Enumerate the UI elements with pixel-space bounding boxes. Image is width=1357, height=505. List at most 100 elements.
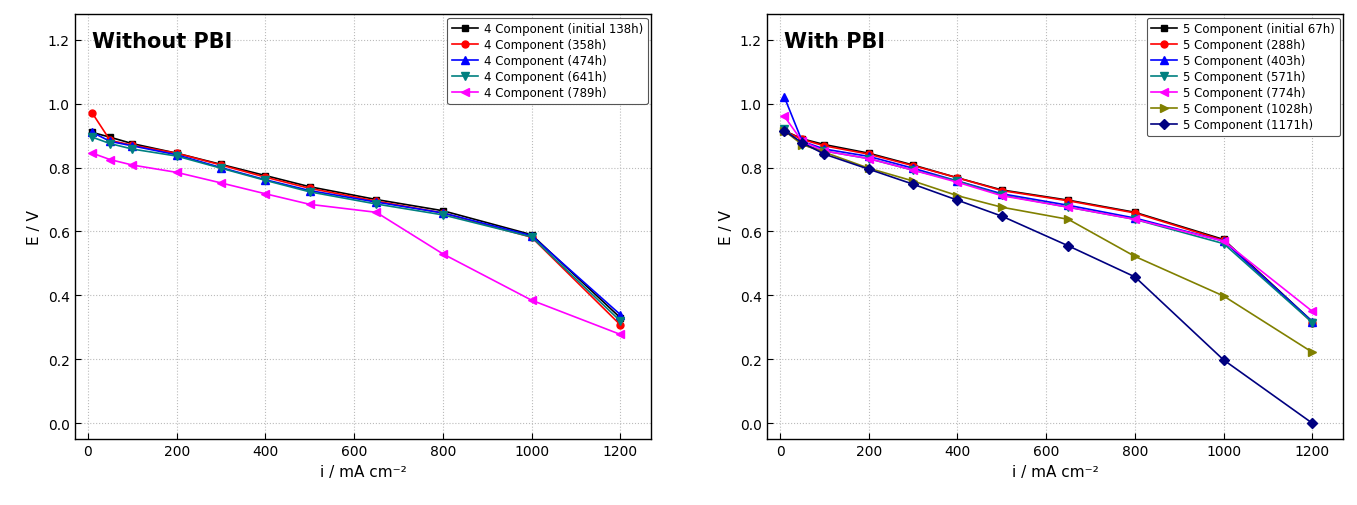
5 Component (1171h) <box>1060 243 1076 249</box>
5 Component (571h) <box>993 192 1010 198</box>
5 Component (774h) <box>905 168 921 174</box>
5 Component (774h) <box>1216 238 1232 244</box>
5 Component (288h) <box>776 129 792 135</box>
Y-axis label: E / V: E / V <box>27 210 42 244</box>
5 Component (1028h) <box>776 129 792 135</box>
4 Component (641h) <box>102 141 118 147</box>
Line: 5 Component (1171h): 5 Component (1171h) <box>782 128 1316 427</box>
5 Component (initial 67h) <box>816 142 832 148</box>
5 Component (1028h) <box>794 142 810 148</box>
5 Component (initial 67h) <box>905 163 921 169</box>
4 Component (474h) <box>125 143 141 149</box>
5 Component (571h) <box>950 179 966 185</box>
Y-axis label: E / V: E / V <box>719 210 734 244</box>
5 Component (403h) <box>950 179 966 185</box>
5 Component (571h) <box>776 127 792 133</box>
5 Component (1171h) <box>816 152 832 158</box>
Line: 5 Component (571h): 5 Component (571h) <box>780 126 1316 327</box>
4 Component (initial 138h) <box>612 315 628 321</box>
5 Component (1171h) <box>950 198 966 204</box>
4 Component (initial 138h) <box>258 173 274 179</box>
5 Component (288h) <box>993 188 1010 194</box>
4 Component (641h) <box>125 147 141 153</box>
4 Component (initial 138h) <box>368 197 384 203</box>
5 Component (1028h) <box>993 205 1010 211</box>
4 Component (789h) <box>524 297 540 304</box>
Legend: 4 Component (initial 138h), 4 Component (358h), 4 Component (474h), 4 Component : 4 Component (initial 138h), 4 Component … <box>448 19 647 105</box>
5 Component (288h) <box>950 175 966 181</box>
5 Component (571h) <box>860 156 877 162</box>
5 Component (403h) <box>993 191 1010 197</box>
Text: With PBI: With PBI <box>784 32 885 52</box>
5 Component (774h) <box>816 148 832 155</box>
5 Component (774h) <box>950 180 966 186</box>
5 Component (403h) <box>1126 216 1143 222</box>
4 Component (initial 138h) <box>168 151 185 157</box>
5 Component (1028h) <box>1060 217 1076 223</box>
5 Component (288h) <box>794 137 810 143</box>
5 Component (403h) <box>1216 238 1232 244</box>
4 Component (789h) <box>168 170 185 176</box>
4 Component (474h) <box>434 211 451 217</box>
5 Component (1171h) <box>1304 420 1320 426</box>
4 Component (358h) <box>368 198 384 205</box>
5 Component (571h) <box>905 168 921 174</box>
5 Component (403h) <box>794 139 810 145</box>
Legend: 5 Component (initial 67h), 5 Component (288h), 5 Component (403h), 5 Component (: 5 Component (initial 67h), 5 Component (… <box>1147 19 1339 137</box>
5 Component (403h) <box>1060 203 1076 209</box>
5 Component (1171h) <box>1216 357 1232 363</box>
5 Component (initial 67h) <box>794 136 810 142</box>
4 Component (initial 138h) <box>125 141 141 147</box>
Line: 4 Component (789h): 4 Component (789h) <box>88 150 624 339</box>
5 Component (403h) <box>1304 319 1320 325</box>
5 Component (1028h) <box>905 179 921 185</box>
Line: 5 Component (403h): 5 Component (403h) <box>780 94 1316 326</box>
5 Component (403h) <box>816 147 832 153</box>
4 Component (641h) <box>612 318 628 324</box>
5 Component (288h) <box>816 143 832 149</box>
Line: 5 Component (initial 67h): 5 Component (initial 67h) <box>782 128 1316 325</box>
5 Component (288h) <box>1126 211 1143 217</box>
5 Component (288h) <box>860 152 877 158</box>
5 Component (288h) <box>905 163 921 169</box>
4 Component (474h) <box>168 153 185 159</box>
5 Component (initial 67h) <box>860 151 877 157</box>
4 Component (789h) <box>213 180 229 186</box>
Line: 4 Component (358h): 4 Component (358h) <box>90 111 624 329</box>
4 Component (641h) <box>258 178 274 184</box>
X-axis label: i / mA cm⁻²: i / mA cm⁻² <box>1012 464 1098 479</box>
4 Component (641h) <box>301 189 318 195</box>
5 Component (1028h) <box>816 150 832 156</box>
4 Component (358h) <box>301 186 318 192</box>
5 Component (initial 67h) <box>1060 198 1076 204</box>
Line: 4 Component (641h): 4 Component (641h) <box>88 134 624 326</box>
4 Component (474h) <box>612 312 628 318</box>
4 Component (789h) <box>301 202 318 208</box>
5 Component (571h) <box>816 148 832 155</box>
4 Component (789h) <box>434 251 451 258</box>
5 Component (774h) <box>1060 205 1076 211</box>
5 Component (571h) <box>1216 241 1232 247</box>
5 Component (initial 67h) <box>1126 210 1143 216</box>
4 Component (358h) <box>168 151 185 157</box>
4 Component (initial 138h) <box>524 232 540 238</box>
5 Component (1171h) <box>776 129 792 135</box>
4 Component (358h) <box>125 143 141 149</box>
4 Component (initial 138h) <box>102 135 118 141</box>
4 Component (initial 138h) <box>84 130 100 136</box>
Line: 5 Component (288h): 5 Component (288h) <box>782 128 1316 326</box>
4 Component (358h) <box>258 175 274 181</box>
5 Component (initial 67h) <box>776 129 792 135</box>
5 Component (288h) <box>1216 238 1232 244</box>
4 Component (474h) <box>258 177 274 183</box>
X-axis label: i / mA cm⁻²: i / mA cm⁻² <box>320 464 406 479</box>
4 Component (474h) <box>84 130 100 136</box>
4 Component (641h) <box>368 201 384 208</box>
5 Component (initial 67h) <box>950 175 966 181</box>
5 Component (1028h) <box>1216 293 1232 299</box>
Line: 4 Component (474h): 4 Component (474h) <box>88 129 624 319</box>
4 Component (474h) <box>301 188 318 194</box>
5 Component (774h) <box>1304 309 1320 315</box>
5 Component (403h) <box>860 154 877 160</box>
5 Component (1028h) <box>1126 254 1143 260</box>
